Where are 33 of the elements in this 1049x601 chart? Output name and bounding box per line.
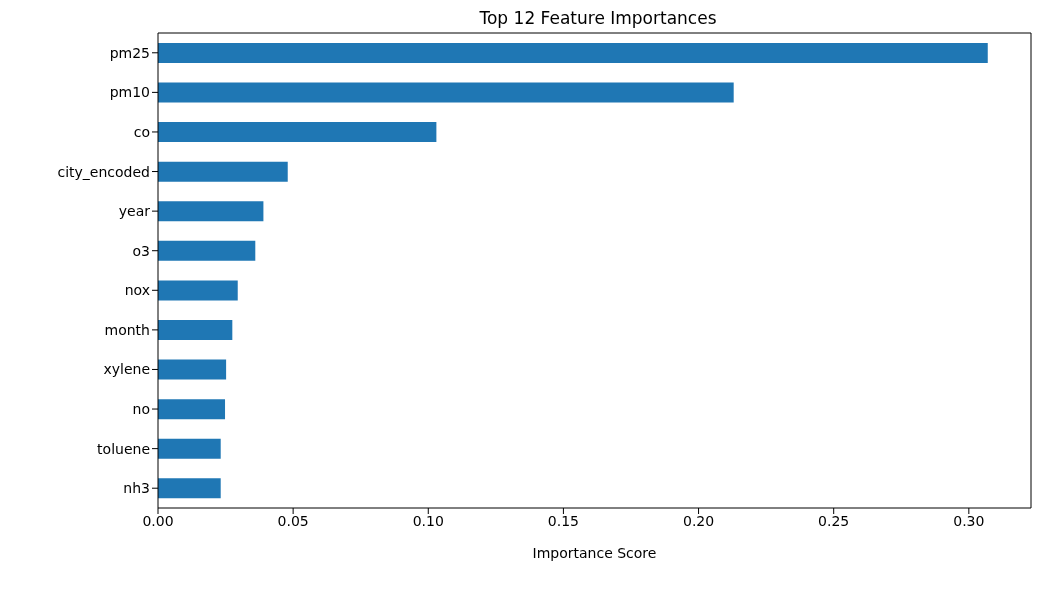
y-tick-label: nh3 — [123, 480, 150, 497]
y-tick-label: year — [118, 203, 151, 220]
bar — [158, 280, 238, 301]
y-tick-label: xylene — [103, 361, 150, 378]
x-tick-label: 0.10 — [412, 512, 444, 529]
bar — [158, 438, 221, 459]
bar — [158, 399, 226, 420]
y-tick-label: co — [133, 123, 150, 140]
x-tick-label: 0.00 — [142, 512, 174, 529]
x-tick-label: 0.15 — [547, 512, 579, 529]
chart-title: Top 12 Feature Importances — [478, 8, 718, 28]
y-tick-label: toluene — [97, 440, 150, 457]
x-axis-title: Importance Score — [532, 545, 657, 561]
y-tick-label: no — [132, 401, 150, 418]
y-tick-label: pm10 — [109, 84, 150, 101]
x-tick-label: 0.30 — [953, 512, 985, 529]
bar — [158, 161, 288, 182]
y-tick-label: nox — [124, 282, 150, 299]
y-tick-label: o3 — [132, 242, 150, 259]
bar — [158, 42, 988, 63]
y-tick-label: month — [104, 321, 150, 338]
bar — [158, 478, 221, 499]
y-tick-label: city_encoded — [57, 163, 150, 180]
x-tick-label: 0.20 — [682, 512, 715, 529]
bar — [158, 122, 437, 143]
x-tick-label: 0.05 — [277, 512, 309, 529]
x-tick-label: 0.25 — [818, 512, 850, 529]
bar — [158, 201, 264, 222]
bar — [158, 359, 227, 380]
bar — [158, 319, 233, 340]
bar — [158, 240, 256, 261]
y-tick-label: pm25 — [109, 44, 150, 61]
bar — [158, 82, 734, 103]
